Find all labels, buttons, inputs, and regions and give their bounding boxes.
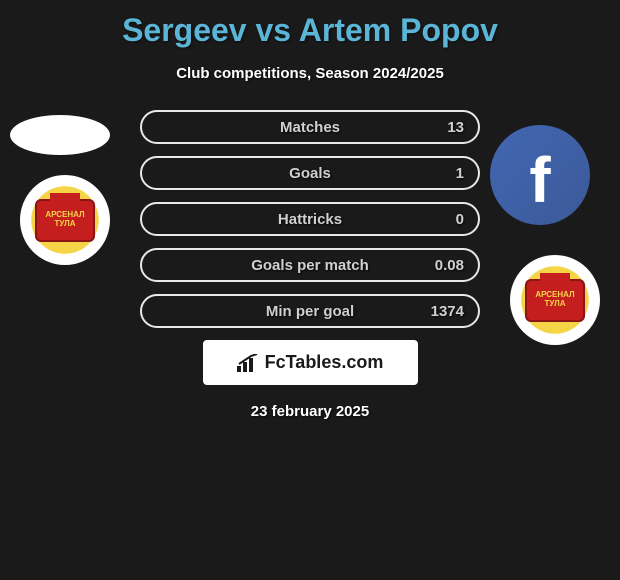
stat-row: Min per goal 1374 xyxy=(140,294,480,328)
comparison-title: Sergeev vs Artem Popov xyxy=(0,0,620,49)
chart-icon xyxy=(237,354,259,372)
stat-value: 0 xyxy=(456,211,464,228)
club-badge-left: АРСЕНАЛ ТУЛА xyxy=(20,175,110,265)
player-left-avatar xyxy=(10,115,110,155)
stat-value: 13 xyxy=(447,119,464,136)
stat-label: Min per goal xyxy=(266,303,354,320)
stat-row: Goals per match 0.08 xyxy=(140,248,480,282)
date-label: 23 february 2025 xyxy=(0,403,620,420)
stat-label: Matches xyxy=(280,119,340,136)
badge-text-bottom-r: ТУЛА xyxy=(545,299,566,308)
season-subtitle: Club competitions, Season 2024/2025 xyxy=(0,65,620,82)
badge-text-bottom: ТУЛА xyxy=(55,219,76,228)
fctables-brand[interactable]: FcTables.com xyxy=(203,340,418,385)
stat-label: Hattricks xyxy=(278,211,342,228)
stats-container: Matches 13 Goals 1 Hattricks 0 Goals per… xyxy=(140,110,480,328)
club-badge-right: АРСЕНАЛ ТУЛА xyxy=(510,255,600,345)
fctables-label: FcTables.com xyxy=(265,352,384,373)
badge-text-top: АРСЕНАЛ xyxy=(45,210,84,219)
stat-row: Goals 1 xyxy=(140,156,480,190)
stat-value: 0.08 xyxy=(435,257,464,274)
stat-row: Matches 13 xyxy=(140,110,480,144)
stat-label: Goals xyxy=(289,165,331,182)
stat-value: 1374 xyxy=(431,303,464,320)
stat-value: 1 xyxy=(456,165,464,182)
stat-row: Hattricks 0 xyxy=(140,202,480,236)
facebook-avatar[interactable]: f xyxy=(490,125,590,225)
facebook-icon: f xyxy=(529,143,550,217)
stat-label: Goals per match xyxy=(251,257,369,274)
badge-text-top-r: АРСЕНАЛ xyxy=(535,290,574,299)
